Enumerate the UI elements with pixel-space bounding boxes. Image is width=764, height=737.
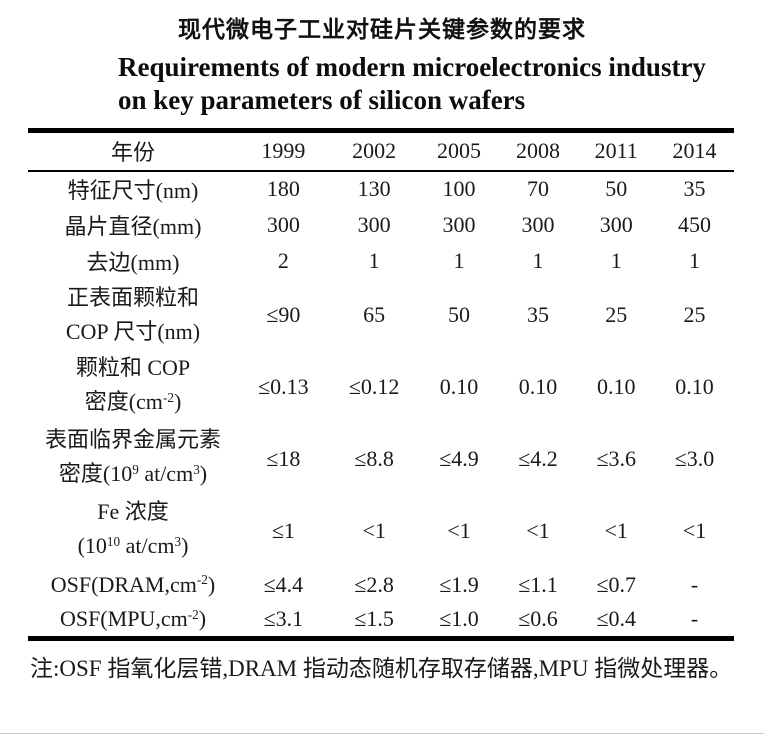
value-cell: <1	[526, 517, 550, 543]
header-cell-year: 2005	[437, 138, 482, 164]
value-cell: ≤18	[266, 445, 301, 471]
table-row: 特征尺寸(nm) 180 130 100 70 50 35	[28, 171, 734, 207]
value-cell: 130	[357, 176, 391, 201]
value-cell: ≤90	[266, 301, 301, 327]
header-cell-label: 年份	[110, 140, 155, 166]
value-cell: <1	[604, 517, 628, 543]
row-label: OSF(MPU,cm-2)	[59, 606, 207, 632]
value-cell: ≤1.5	[354, 606, 394, 632]
table-header: 年份 1999 2002 2005 2008 2011 2014	[28, 131, 734, 171]
table-row: OSF(MPU,cm-2) ≤3.1 ≤1.5 ≤1.0 ≤0.6 ≤0.4 -	[28, 603, 734, 639]
value-cell: 0.10	[439, 373, 479, 399]
value-cell: <1	[447, 517, 471, 543]
page-title-english-line2: on key parameters of silicon wafers	[118, 85, 526, 115]
value-cell: ≤0.13	[258, 373, 309, 399]
row-label: 颗粒和 COP 密度(cm-2)	[75, 355, 191, 414]
table-row: Fe 浓度 (1010 at/cm3) ≤1 <1 <1 <1 <1 <1	[28, 495, 734, 567]
value-cell: 300	[442, 211, 476, 237]
value-cell: 70	[526, 176, 549, 201]
table-container: 年份 1999 2002 2005 2008 2011 2014 特征尺寸(nm) 180 13…	[28, 128, 734, 641]
row-label: 正表面颗粒和 COP 尺寸(nm)	[65, 284, 201, 344]
row-label: 特征尺寸(nm)	[67, 178, 199, 203]
value-cell: ≤0.4	[596, 606, 637, 632]
value-cell: ≤3.1	[263, 606, 304, 632]
header-cell-year: 2002	[352, 138, 397, 164]
header-cell-year: 2014	[672, 138, 717, 164]
value-cell: ≤1.9	[439, 571, 479, 597]
value-cell: 1	[688, 247, 700, 273]
row-label: OSF(DRAM,cm-2)	[50, 571, 216, 597]
table-footnote: 注:OSF 指氧化层错,DRAM 指动态随机存取存储器,MPU 指微处理器。	[30, 656, 733, 681]
value-cell: ≤4.2	[518, 445, 558, 471]
table-row: OSF(DRAM,cm-2) ≤4.4 ≤2.8 ≤1.9 ≤1.1 ≤0.7 -	[28, 567, 734, 603]
value-cell: 300	[599, 211, 633, 237]
value-cell: 100	[442, 176, 476, 201]
table-row: 颗粒和 COP 密度(cm-2) ≤0.13 ≤0.12 0.10 0.10 0.10 0.1…	[28, 351, 734, 423]
value-cell: -	[690, 606, 699, 632]
page-title-english: Requirements of modern microelectronics …	[118, 51, 764, 117]
value-cell: ≤4.9	[439, 445, 479, 471]
page-title-english-line1: Requirements of modern microelectronics …	[118, 52, 706, 82]
row-label: Fe 浓度 (1010 at/cm3)	[77, 499, 189, 558]
value-cell: 300	[266, 211, 300, 237]
value-cell: ≤1.0	[439, 606, 479, 632]
value-cell: 25	[605, 301, 628, 327]
value-cell: 0.10	[518, 373, 558, 399]
value-cell: 50	[605, 176, 628, 201]
table-body: 特征尺寸(nm) 180 130 100 70 50 35 晶片直径(mm) 300 300 300…	[28, 171, 734, 639]
value-cell: ≤8.8	[354, 445, 394, 471]
value-cell: 65	[363, 301, 386, 327]
value-cell: 0.10	[596, 373, 636, 399]
value-cell: 0.10	[675, 373, 714, 399]
header-cell-year: 2008	[515, 138, 560, 164]
value-cell: ≤3.0	[674, 445, 715, 471]
value-cell: 180	[266, 176, 300, 201]
row-label: 晶片直径(mm)	[64, 213, 202, 239]
value-cell: 2	[277, 247, 289, 273]
page-title-chinese: 现代微电子工业对硅片关键参数的要求	[178, 16, 586, 42]
value-cell: 1	[453, 247, 465, 273]
value-cell: ≤4.4	[263, 571, 304, 597]
value-cell: ≤0.7	[596, 571, 637, 597]
table-row: 去边(mm) 2 1 1 1 1 1	[28, 243, 734, 279]
parameters-table: 年份 1999 2002 2005 2008 2011 2014 特征尺寸(nm) 180 13…	[28, 128, 734, 641]
page-bottom-rule	[0, 733, 764, 734]
value-cell: 300	[521, 211, 555, 237]
row-label: 表面临界金属元素 密度(109 at/cm3)	[44, 427, 221, 486]
table-row: 表面临界金属元素 密度(109 at/cm3) ≤18 ≤8.8 ≤4.9 ≤4.2 ≤3.…	[28, 423, 734, 495]
value-cell: ≤0.6	[518, 606, 558, 632]
value-cell: 1	[610, 247, 622, 273]
value-cell: 35	[683, 176, 706, 201]
value-cell: 450	[677, 211, 711, 237]
value-cell: 35	[526, 301, 549, 327]
value-cell: 50	[448, 301, 471, 327]
value-cell: 1	[368, 247, 380, 273]
header-cell-year: 2011	[594, 138, 638, 164]
header-cell-year: 1999	[261, 138, 306, 164]
value-cell: <1	[682, 517, 707, 543]
value-cell: 1	[532, 247, 544, 273]
value-cell: -	[690, 571, 699, 597]
value-cell: ≤3.6	[596, 445, 637, 471]
header-row: 年份 1999 2002 2005 2008 2011 2014	[28, 131, 734, 171]
value-cell: 300	[357, 211, 391, 237]
table-row: 晶片直径(mm) 300 300 300 300 300 450	[28, 207, 734, 243]
row-label: 去边(mm)	[86, 249, 180, 275]
value-cell: ≤1.1	[518, 571, 558, 597]
value-cell: ≤0.12	[348, 373, 400, 399]
value-cell: ≤1	[271, 517, 295, 543]
value-cell: <1	[362, 517, 386, 543]
table-row: 正表面颗粒和 COP 尺寸(nm) ≤90 65 50 35 25 25	[28, 279, 734, 351]
value-cell: ≤2.8	[354, 571, 394, 597]
value-cell: 25	[683, 301, 706, 327]
